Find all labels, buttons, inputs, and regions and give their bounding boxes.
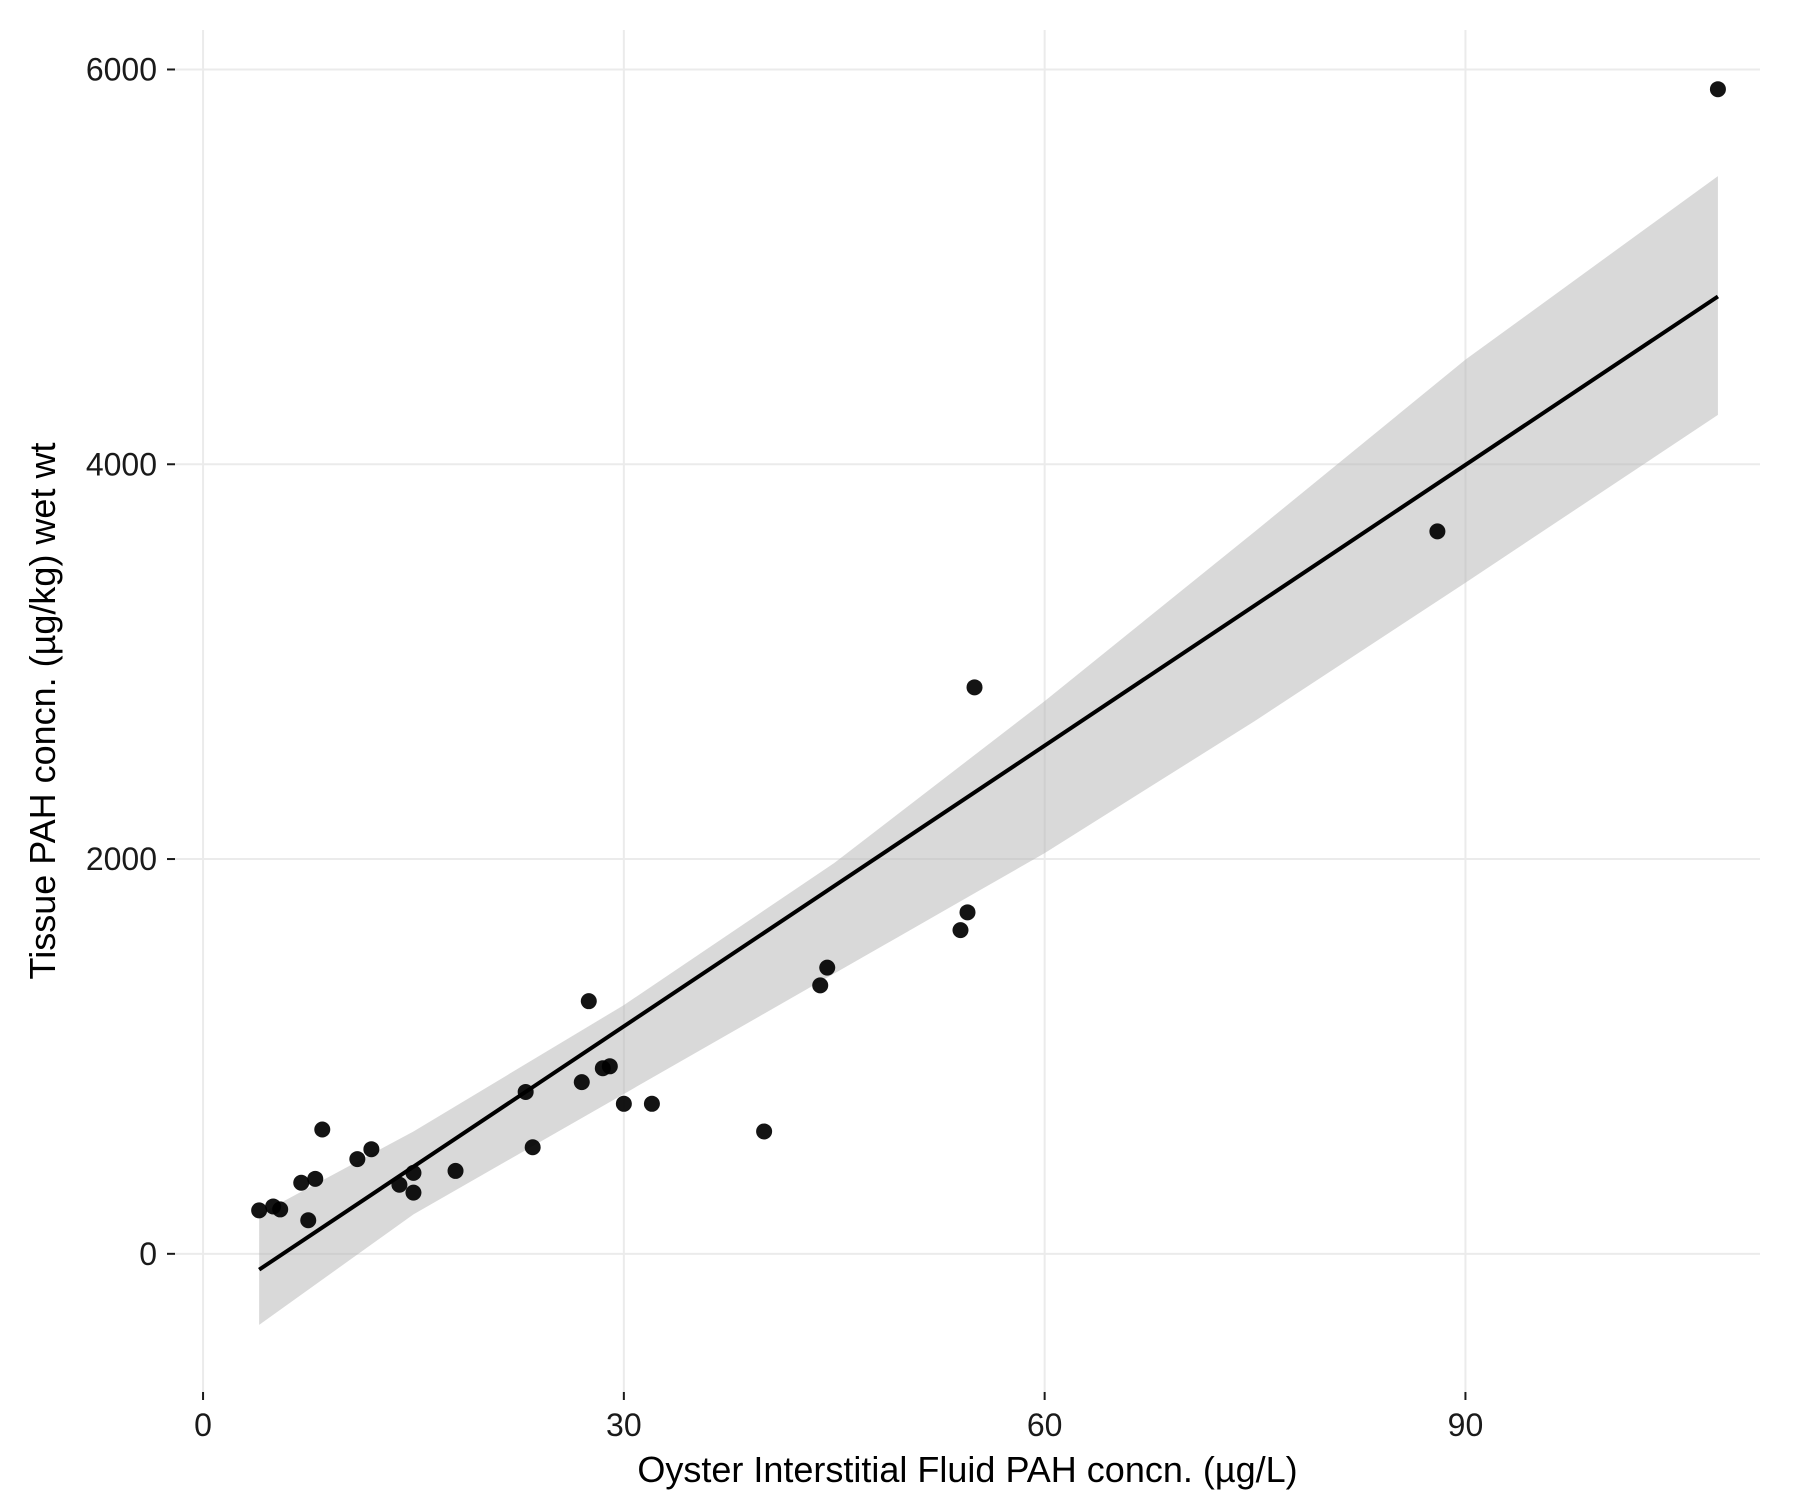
x-axis-label: Oyster Interstitial Fluid PAH concn. (µg… xyxy=(637,1449,1297,1490)
data-point xyxy=(307,1171,323,1187)
data-point xyxy=(363,1141,379,1157)
chart-canvas: 0 30 60 90 0 2000 4000 6000 Oyster Interstitial … xyxy=(0,0,1800,1512)
y-tick-label: 0 xyxy=(139,1236,157,1272)
data-point xyxy=(1710,81,1726,97)
y-tick-label: 4000 xyxy=(86,446,157,482)
data-point xyxy=(960,904,976,920)
data-point xyxy=(272,1201,288,1217)
data-point xyxy=(391,1177,407,1193)
data-point xyxy=(405,1165,421,1181)
data-point xyxy=(1429,523,1445,539)
data-point xyxy=(581,993,597,1009)
data-point xyxy=(819,960,835,976)
data-point xyxy=(251,1202,267,1218)
data-point xyxy=(756,1123,772,1139)
y-tick-label: 6000 xyxy=(86,51,157,87)
data-point xyxy=(812,977,828,993)
data-point xyxy=(644,1096,660,1112)
data-point xyxy=(293,1175,309,1191)
y-tick-label: 2000 xyxy=(86,841,157,877)
x-tick-label: 0 xyxy=(194,1407,212,1443)
data-point xyxy=(525,1139,541,1155)
x-tick-label: 60 xyxy=(1027,1407,1063,1443)
data-point xyxy=(574,1074,590,1090)
data-point xyxy=(349,1151,365,1167)
x-tick-label: 30 xyxy=(606,1407,642,1443)
data-point xyxy=(405,1185,421,1201)
data-point xyxy=(602,1058,618,1074)
data-point xyxy=(518,1084,534,1100)
data-point xyxy=(300,1212,316,1228)
data-point xyxy=(314,1121,330,1137)
data-point xyxy=(616,1096,632,1112)
data-point xyxy=(952,922,968,938)
y-axis-label: Tissue PAH concn. (µg/kg) wet wt xyxy=(22,443,63,980)
scatter-chart: 0 30 60 90 0 2000 4000 6000 Oyster Interstitial … xyxy=(0,0,1800,1512)
data-point xyxy=(967,679,983,695)
x-tick-label: 90 xyxy=(1448,1407,1484,1443)
data-point xyxy=(448,1163,464,1179)
